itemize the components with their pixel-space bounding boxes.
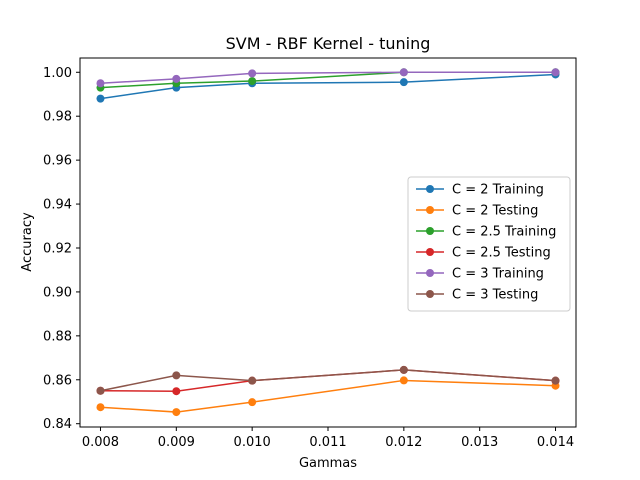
legend-label: C = 2 Training [452, 183, 544, 198]
data-point [96, 403, 105, 412]
data-point [551, 376, 560, 385]
legend-label: C = 3 Testing [452, 288, 538, 303]
x-axis-title: Gammas [299, 456, 357, 471]
data-point [551, 68, 560, 77]
y-tick-label: 0.92 [43, 241, 72, 256]
y-tick-label: 0.96 [43, 154, 72, 169]
x-tick-label: 0.009 [158, 435, 195, 450]
legend-box [407, 176, 571, 312]
y-tick-label: 1.00 [43, 66, 72, 81]
legend-marker-swatch [426, 227, 434, 235]
x-tick-label: 0.012 [385, 435, 422, 450]
legend-marker-swatch [426, 269, 434, 277]
y-tick-label: 0.98 [43, 110, 72, 125]
plot-area [96, 68, 560, 417]
legend-marker-swatch [426, 185, 434, 193]
legend-label: C = 2.5 Testing [452, 246, 551, 261]
data-point [172, 74, 181, 83]
data-point [248, 69, 257, 78]
y-tick-label: 0.86 [43, 373, 72, 388]
data-point [96, 79, 105, 88]
data-point [96, 386, 105, 395]
legend-marker-swatch [426, 206, 434, 214]
data-point [399, 376, 408, 385]
data-point [399, 68, 408, 77]
x-tick-label: 0.008 [82, 435, 119, 450]
x-tick-label: 0.013 [461, 435, 498, 450]
chart-title: SVM - RBF Kernel - tuning [226, 34, 431, 53]
data-point [399, 365, 408, 374]
legend-marker-swatch [426, 290, 434, 298]
y-tick-label: 0.88 [43, 329, 72, 344]
data-point [96, 94, 105, 103]
legend: C = 2 Training C = 2 Testing C = 2.5 Train… [407, 176, 571, 312]
data-point [248, 398, 257, 407]
legend-label: C = 2.5 Training [452, 225, 556, 240]
y-axis-title: Accuracy [20, 212, 35, 272]
data-point [172, 408, 181, 417]
y-tick-label: 0.90 [43, 285, 72, 300]
y-tick-label: 0.94 [43, 198, 72, 213]
data-point [172, 371, 181, 380]
y-tick-label: 0.84 [43, 417, 72, 432]
data-point [399, 78, 408, 87]
x-tick-label: 0.014 [537, 435, 574, 450]
legend-label: C = 3 Training [452, 267, 544, 282]
x-tick-label: 0.011 [309, 435, 346, 450]
x-tick-label: 0.010 [234, 435, 271, 450]
data-point [248, 77, 257, 86]
data-point [248, 376, 257, 385]
legend-label: C = 2 Testing [452, 204, 538, 219]
y-axis-ticks: 0.84 0.86 0.88 0.90 0.92 0.94 0.96 0.98 1.00 [43, 66, 80, 432]
data-point [172, 387, 181, 396]
x-axis-ticks: 0.008 0.009 0.010 0.011 0.012 0.013 0.014 [82, 427, 574, 450]
legend-marker-swatch [426, 248, 434, 256]
